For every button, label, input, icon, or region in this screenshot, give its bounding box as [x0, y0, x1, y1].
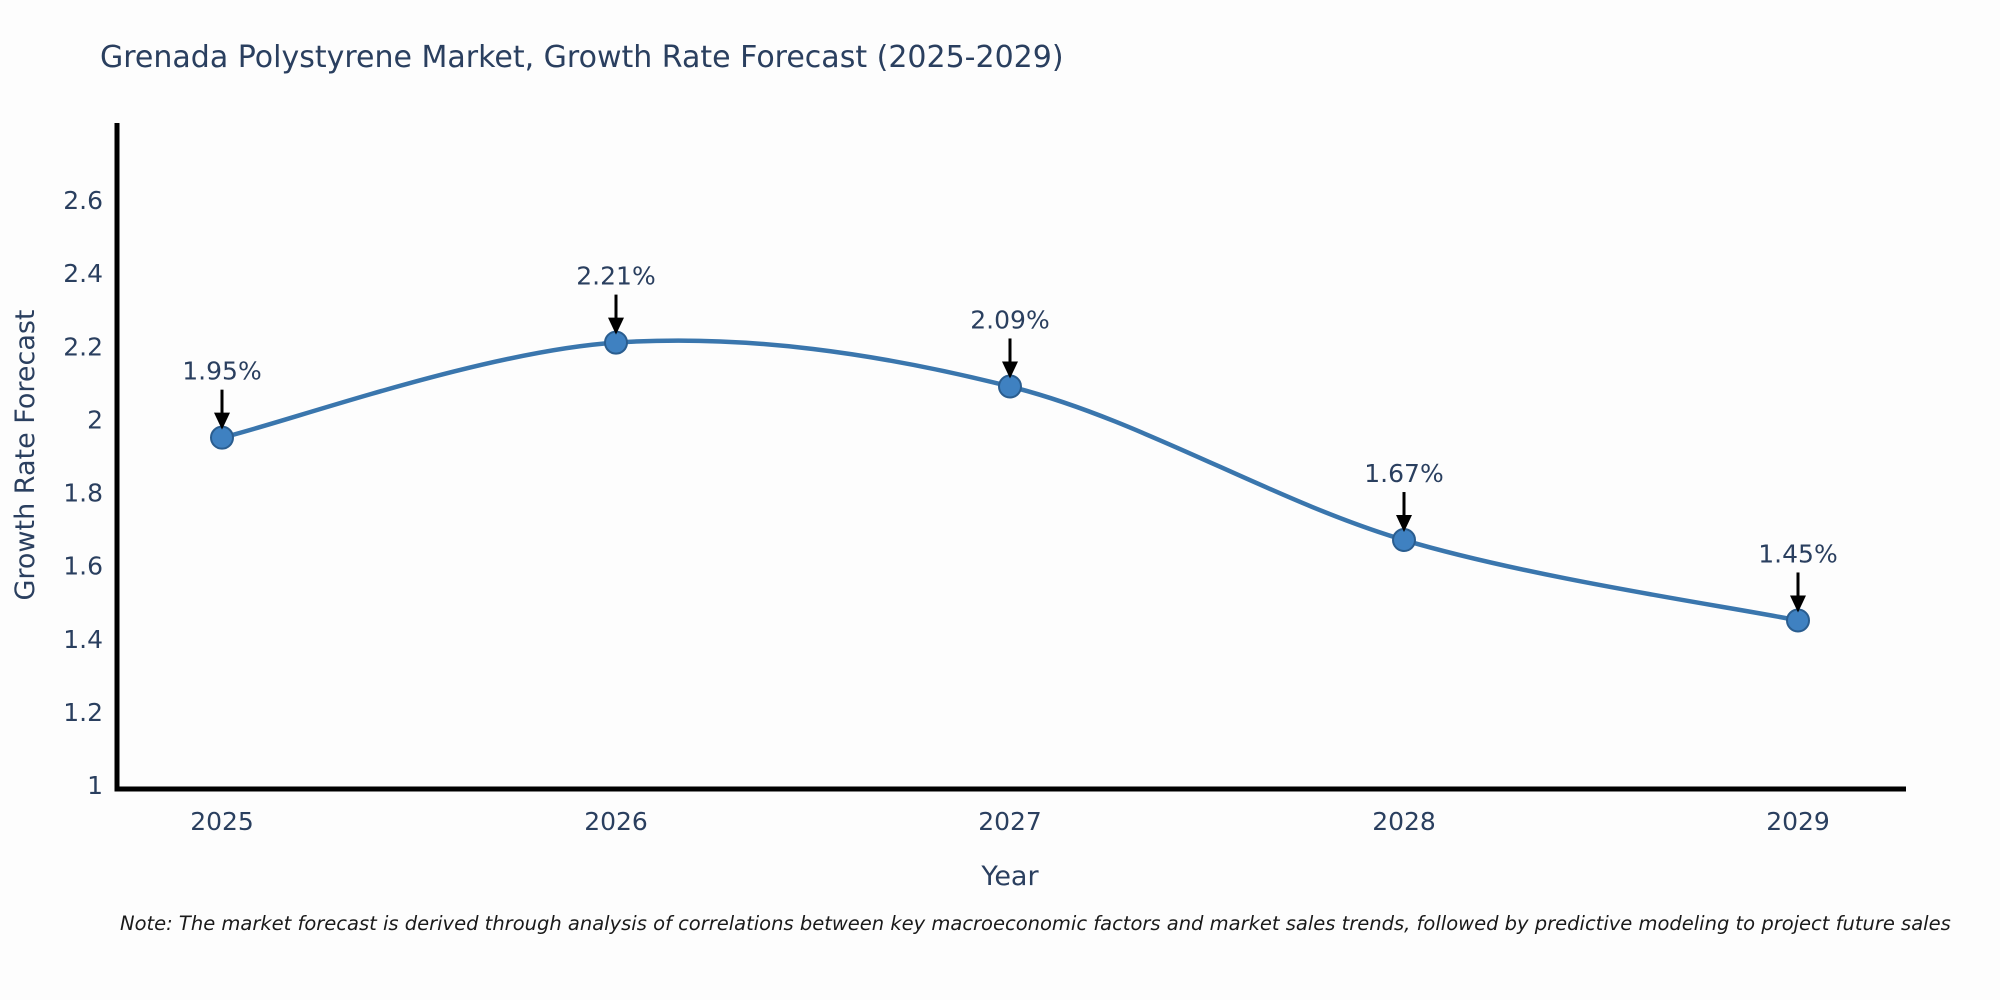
- x-axis-title: Year: [980, 861, 1039, 892]
- annotation-arrow-head: [608, 317, 624, 335]
- annotation-arrow-head: [1002, 361, 1018, 379]
- y-tick-label: 2.4: [63, 259, 103, 288]
- x-tick-label: 2029: [1766, 807, 1830, 836]
- y-tick-label: 1.6: [63, 552, 103, 581]
- y-tick-label: 2.2: [63, 332, 103, 361]
- data-point-marker: [604, 330, 628, 355]
- y-tick-label: 1.2: [63, 698, 103, 727]
- data-point-label: 1.45%: [1758, 539, 1837, 568]
- data-point-marker: [1392, 528, 1416, 553]
- x-tick-label: 2025: [190, 807, 254, 836]
- x-tick-label: 2027: [978, 807, 1042, 836]
- y-tick-label: 2.6: [63, 186, 103, 215]
- y-axis-title: Growth Rate Forecast: [10, 309, 41, 600]
- annotation-arrow-head: [214, 412, 230, 430]
- data-point-label: 1.67%: [1364, 459, 1443, 488]
- data-point-marker: [998, 374, 1022, 399]
- data-point-label: 2.21%: [576, 262, 655, 291]
- y-tick-label: 1: [87, 771, 103, 800]
- data-point-marker: [1786, 608, 1810, 633]
- x-tick-label: 2028: [1372, 807, 1436, 836]
- data-point-label: 1.95%: [182, 357, 261, 386]
- x-tick-label: 2026: [584, 807, 648, 836]
- chart-title: Grenada Polystyrene Market, Growth Rate …: [100, 40, 1064, 75]
- data-point-marker: [210, 425, 234, 450]
- methodology-footnote: Note: The market forecast is derived thr…: [120, 912, 1951, 935]
- y-tick-label: 2: [87, 405, 103, 434]
- annotation-arrow-head: [1396, 515, 1412, 533]
- annotation-arrow-head: [1790, 595, 1806, 613]
- y-tick-label: 1.4: [63, 625, 103, 654]
- data-point-label: 2.09%: [970, 305, 1049, 334]
- y-tick-label: 1.8: [63, 479, 103, 508]
